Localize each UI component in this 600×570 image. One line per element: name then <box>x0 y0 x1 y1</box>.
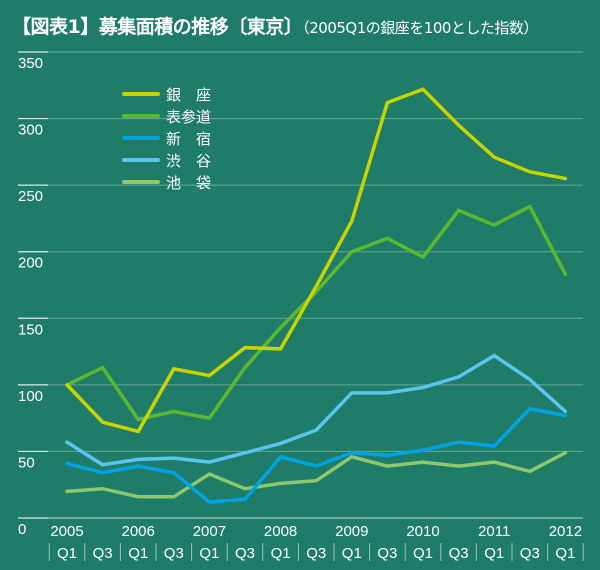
legend-label: 銀 座 <box>166 86 211 104</box>
series-line <box>65 353 568 467</box>
quarter-label: Q3 <box>377 545 397 562</box>
year-label: 2006 <box>122 523 155 540</box>
y-tick-label: 0 <box>18 521 26 538</box>
quarter-label: Q1 <box>484 545 504 562</box>
quarter-label: Q3 <box>520 545 540 562</box>
legend-label: 渋 谷 <box>166 152 211 170</box>
quarter-label: Q1 <box>342 545 362 562</box>
y-tick-label: 150 <box>18 321 43 338</box>
quarter-label: Q3 <box>164 545 184 562</box>
year-label: 2011 <box>478 523 510 540</box>
quarter-label: Q1 <box>271 545 291 562</box>
quarter-label: Q3 <box>93 545 113 562</box>
title-region: 〔東京〕 <box>228 16 303 38</box>
title-main: 【図表1】募集面積の推移 <box>12 16 229 38</box>
year-label: 2010 <box>406 523 439 540</box>
year-label: 2009 <box>335 523 368 540</box>
quarter-label: Q3 <box>235 545 255 562</box>
quarter-label: Q3 <box>306 545 326 562</box>
legend-label: 表参道 <box>166 108 211 126</box>
title-note: （2005Q1の銀座を100とした指数） <box>302 19 538 37</box>
y-tick-label: 200 <box>18 255 43 272</box>
y-tick-label: 250 <box>18 188 43 205</box>
legend-label: 新 宿 <box>166 130 211 148</box>
quarter-label: Q1 <box>128 545 148 562</box>
chart-title: 【図表1】募集面積の推移〔東京〕（2005Q1の銀座を100とした指数） <box>12 12 538 39</box>
quarter-label: Q1 <box>199 545 219 562</box>
series-line <box>65 451 568 499</box>
y-tick-label: 100 <box>18 388 43 405</box>
series-line <box>65 87 568 434</box>
series-line <box>65 204 568 422</box>
y-tick-label: 50 <box>18 454 35 471</box>
year-label: 2007 <box>193 523 226 540</box>
quarter-label: Q1 <box>57 545 77 562</box>
year-label: 2005 <box>50 523 83 540</box>
quarter-label: Q3 <box>449 545 469 562</box>
year-label: 2012 <box>549 523 582 540</box>
quarter-label: Q1 <box>555 545 575 562</box>
year-label: 2008 <box>264 523 297 540</box>
series-line <box>65 406 568 504</box>
legend-label: 池 袋 <box>166 174 211 192</box>
y-tick-label: 350 <box>18 55 43 72</box>
y-tick-label: 300 <box>18 122 43 139</box>
quarter-label: Q1 <box>413 545 433 562</box>
